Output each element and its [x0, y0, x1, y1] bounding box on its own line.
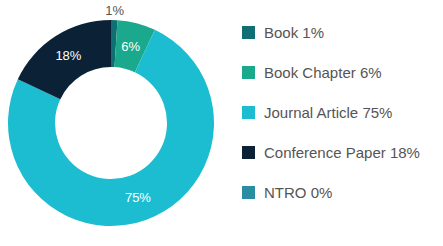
html-text:Book Chapter 6%: Book Chapter 6%	[264, 63, 382, 81]
html-text:Conference Paper 18%: Conference Paper 18%	[264, 143, 420, 161]
html-text:Journal Article 75%: Journal Article 75%	[264, 103, 393, 121]
svg-text:6%: 6%	[121, 38, 140, 53]
svg-text:1%: 1%	[105, 3, 124, 18]
html-text:Book 1%: Book 1%	[264, 23, 324, 41]
svg-text:18%: 18%	[55, 48, 81, 63]
html-text:NTRO 0%: NTRO 0%	[264, 183, 333, 201]
svg-text:75%: 75%	[125, 190, 151, 205]
